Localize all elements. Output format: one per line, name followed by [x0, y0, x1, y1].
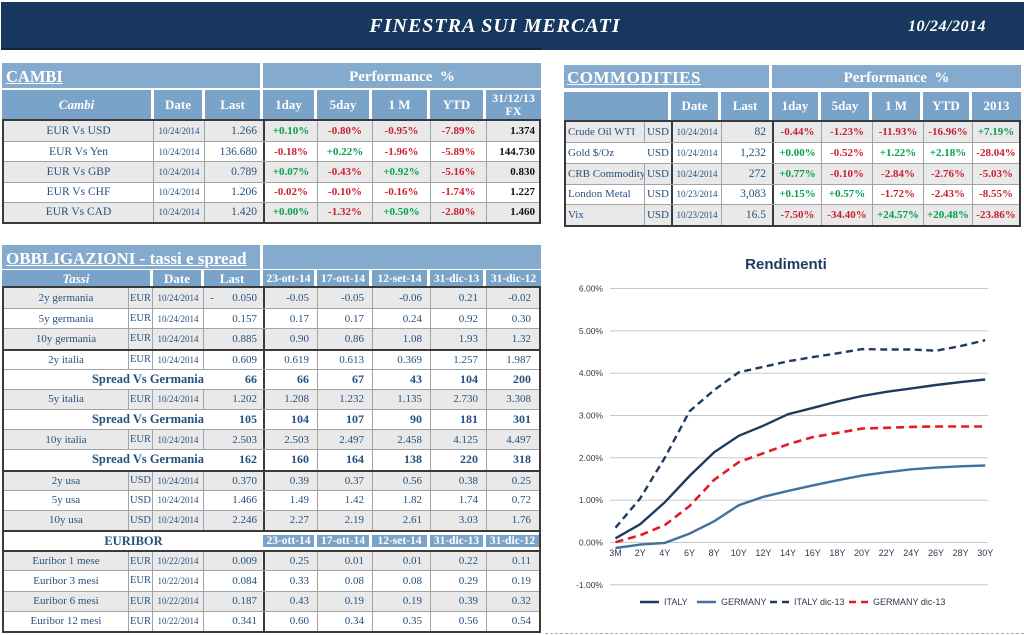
svg-text:30Y: 30Y	[977, 548, 993, 558]
svg-text:GERMANY dic-13: GERMANY dic-13	[873, 597, 945, 607]
svg-text:5.00%: 5.00%	[579, 326, 604, 336]
svg-text:12Y: 12Y	[755, 548, 771, 558]
svg-text:2Y: 2Y	[635, 548, 646, 558]
svg-text:26Y: 26Y	[928, 548, 944, 558]
svg-text:ITALY dic-13: ITALY dic-13	[794, 597, 845, 607]
svg-text:6.00%: 6.00%	[579, 284, 604, 294]
svg-text:-1.00%: -1.00%	[576, 580, 603, 590]
svg-text:0.00%: 0.00%	[579, 538, 604, 548]
svg-text:10Y: 10Y	[731, 548, 747, 558]
svg-text:3M: 3M	[609, 548, 622, 558]
svg-text:8Y: 8Y	[709, 548, 720, 558]
svg-text:4Y: 4Y	[659, 548, 670, 558]
svg-text:28Y: 28Y	[953, 548, 969, 558]
svg-text:1.00%: 1.00%	[579, 495, 604, 505]
svg-text:6Y: 6Y	[684, 548, 695, 558]
svg-text:14Y: 14Y	[780, 548, 796, 558]
svg-text:20Y: 20Y	[854, 548, 870, 558]
svg-text:Rendimenti: Rendimenti	[745, 256, 827, 273]
svg-text:24Y: 24Y	[903, 548, 919, 558]
svg-text:2.00%: 2.00%	[579, 453, 604, 463]
svg-text:4.00%: 4.00%	[579, 368, 604, 378]
svg-text:3.00%: 3.00%	[579, 411, 604, 421]
svg-text:16Y: 16Y	[805, 548, 821, 558]
svg-text:GERMANY: GERMANY	[721, 597, 767, 607]
svg-text:22Y: 22Y	[879, 548, 895, 558]
svg-text:18Y: 18Y	[829, 548, 845, 558]
svg-text:ITALY: ITALY	[664, 597, 688, 607]
